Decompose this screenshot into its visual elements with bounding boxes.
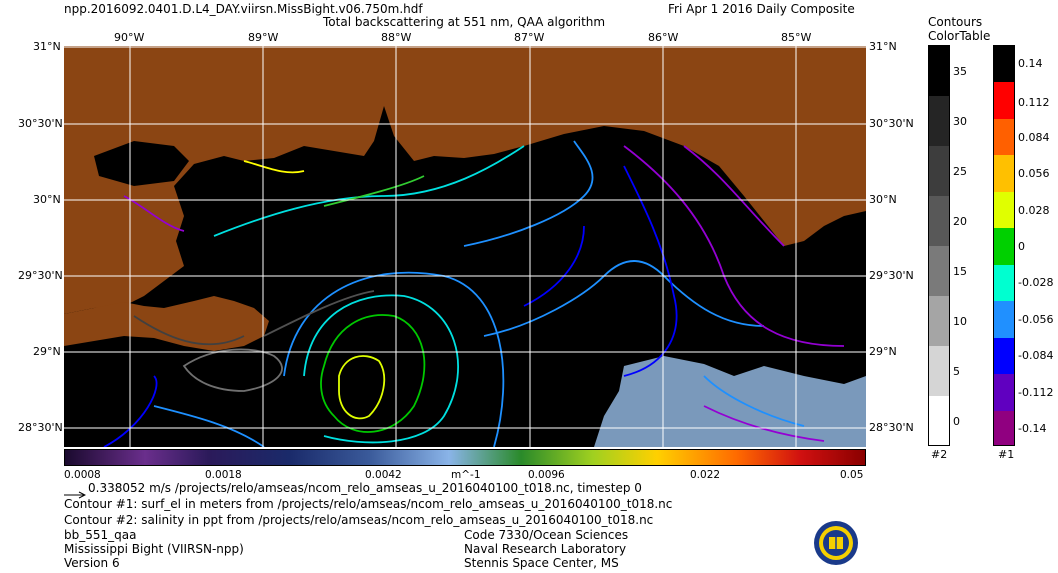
lat-label: 29°N: [869, 345, 897, 358]
lat-label: 28°30'N: [18, 421, 63, 434]
colorbar-tick: 0.0018: [205, 469, 242, 481]
lat-label: 30°N: [869, 193, 897, 206]
vector-scale-line: 0.338052 m/s /projects/relo/amseas/ncom_…: [88, 481, 642, 495]
colorbar-tick: 0.0008: [64, 469, 101, 481]
salinity-tick: 25: [953, 165, 967, 178]
lon-label: 90°W: [114, 31, 145, 44]
surf-el-tick: 0.028: [1018, 204, 1050, 217]
map-canvas: [64, 46, 866, 447]
product-title: Total backscattering at 551 nm, QAA algo…: [323, 15, 606, 29]
contours-legend-title: Contours: [928, 15, 983, 29]
colorbar-tick: 0.0042: [365, 469, 402, 481]
salinity-tick: 30: [953, 115, 967, 128]
version-label: Version 6: [64, 556, 120, 570]
contour2-line: Contour #2: salinity in ppt from /projec…: [64, 513, 654, 527]
surf-el-tick: -0.028: [1018, 276, 1054, 289]
land-delta: [64, 296, 269, 351]
lon-label: 86°W: [648, 31, 679, 44]
surf-el-tick: 0.112: [1018, 96, 1050, 109]
lat-label: 30°N: [33, 193, 61, 206]
contour-lines: [103, 140, 845, 447]
salinity-tick: 10: [953, 315, 967, 328]
org-code: Code 7330/Ocean Sciences: [464, 528, 629, 542]
salinity-tick: 5: [953, 365, 960, 378]
surf-el-tick: 0.084: [1018, 131, 1050, 144]
surf-el-tick: -0.056: [1018, 313, 1054, 326]
salinity-tick: 15: [953, 265, 967, 278]
lat-label: 30°30'N: [18, 117, 63, 130]
date-label: Fri Apr 1 2016 Daily Composite: [668, 2, 855, 16]
surf-el-tick: -0.112: [1018, 386, 1054, 399]
lon-label: 87°W: [514, 31, 545, 44]
salinity-color-scale: [928, 45, 950, 446]
lon-label: 85°W: [781, 31, 812, 44]
lat-label: 31°N: [869, 40, 897, 53]
lat-label: 29°N: [33, 345, 61, 358]
file-name-title: npp.2016092.0401.D.L4_DAY.viirsn.MissBig…: [64, 2, 423, 16]
contour1-line: Contour #1: surf_el in meters from /proj…: [64, 497, 673, 511]
map-panel: [64, 46, 866, 447]
org-name: Naval Research Laboratory: [464, 542, 627, 556]
lon-label: 88°W: [381, 31, 412, 44]
salinity-tick: 20: [953, 215, 967, 228]
lat-label: 29°30'N: [869, 269, 914, 282]
surf-el-tick: 0: [1018, 240, 1025, 253]
region-name: Mississippi Bight (VIIRSN-npp): [64, 542, 244, 556]
colorbar-tick: 0.022: [690, 469, 721, 481]
lon-label: 89°W: [248, 31, 279, 44]
graticule: [64, 46, 866, 447]
org-location: Stennis Space Center, MS: [464, 556, 619, 570]
lake: [94, 141, 189, 186]
product-code: bb_551_qaa: [64, 528, 137, 542]
surf-el-tick: -0.14: [1018, 422, 1047, 435]
surf-el-color-scale: [993, 45, 1015, 446]
contours-legend-subtitle: ColorTable: [928, 29, 991, 43]
surf-el-tick: 0.056: [1018, 167, 1050, 180]
nrl-seal-icon: [814, 521, 858, 565]
land-mass-north: [64, 46, 866, 314]
lat-label: 30°30'N: [869, 117, 914, 130]
salinity-tick: 35: [953, 65, 967, 78]
vector-arrow-icon: [64, 484, 87, 503]
lat-label: 31°N: [33, 40, 61, 53]
colorbar-units: m^-1: [451, 469, 481, 481]
colorbar-tick: 0.0096: [528, 469, 565, 481]
salinity-tick: 0: [953, 415, 960, 428]
surf-el-tick: 0.14: [1018, 57, 1043, 70]
lat-label: 28°30'N: [869, 421, 914, 434]
backscatter-colorbar: [64, 449, 866, 466]
salinity-scale-id: #2: [931, 448, 948, 461]
colorbar-tick: 0.05: [840, 469, 864, 481]
surf-el-tick: -0.084: [1018, 349, 1054, 362]
surf-el-scale-id: #1: [998, 448, 1015, 461]
lat-label: 29°30'N: [18, 269, 63, 282]
